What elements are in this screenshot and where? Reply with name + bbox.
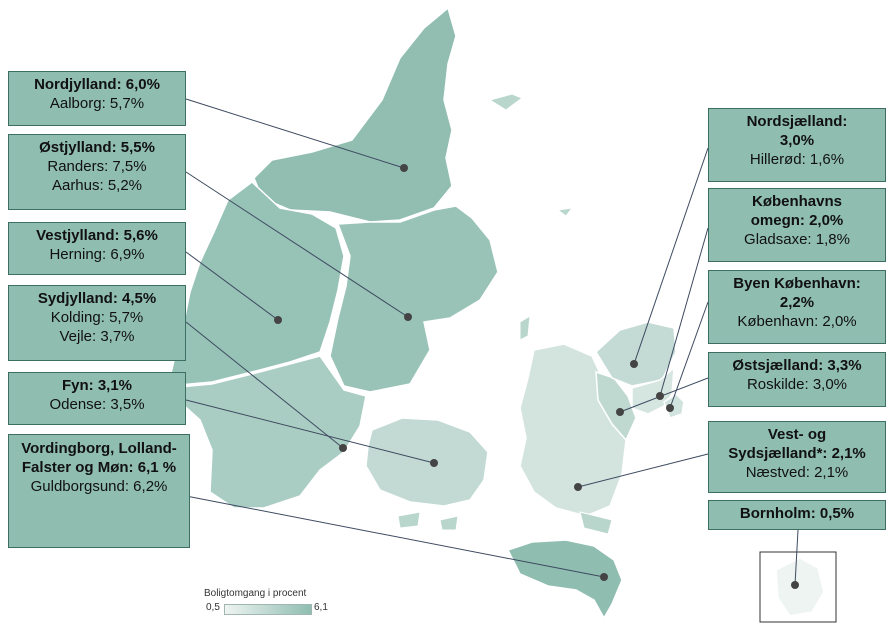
leader-ostjylland	[185, 171, 409, 318]
region-name: Fyn: 3,1%	[61, 377, 133, 394]
region-bornholm[interactable]	[775, 557, 825, 617]
region-name: Østsjælland: 3,3%	[732, 357, 862, 374]
label-nordsjaelland[interactable]: Nordsjælland: 3,0% Hillerød: 1,6%	[708, 108, 886, 182]
region-fyn[interactable]	[365, 417, 489, 507]
island-anholt	[556, 207, 574, 217]
region-byen-kbh[interactable]	[663, 393, 685, 419]
region-name: Bornholm: 0,5%	[739, 505, 855, 522]
label-bornholm[interactable]: Bornholm: 0,5%	[708, 500, 886, 530]
dot-naestved[interactable]	[574, 483, 582, 491]
region-name: Nordsjælland: 3,0%	[746, 113, 848, 149]
label-sydjylland[interactable]: Sydjylland: 4,5% Kolding: 5,7% Vejle: 3,…	[8, 285, 186, 361]
region-name: Vordingborg, Lolland-Falster og Møn: 6,1…	[21, 440, 177, 476]
leader-ostsjaelland	[619, 377, 709, 413]
dot-kolding[interactable]	[339, 444, 347, 452]
dot-herning[interactable]	[274, 316, 282, 324]
leader-vest-sydsjaelland	[577, 453, 709, 488]
island-moen-small	[579, 511, 613, 535]
region-name: Københavns omegn: 2,0%	[750, 193, 844, 229]
region-vestjylland[interactable]	[167, 181, 345, 387]
label-kbh-omegn[interactable]: Københavns omegn: 2,0% Gladsaxe: 1,8%	[708, 188, 886, 262]
region-sydjylland[interactable]	[166, 355, 367, 509]
region-nordsjaelland[interactable]	[595, 321, 677, 387]
label-vestjylland[interactable]: Vestjylland: 5,6% Herning: 6,9%	[8, 222, 186, 275]
region-name: Vest- og Sydsjælland*: 2,1%	[728, 426, 866, 462]
city-value: Kolding: 5,7% Vejle: 3,7%	[50, 309, 144, 345]
label-fyn[interactable]: Fyn: 3,1% Odense: 3,5%	[8, 372, 186, 425]
legend-title: Boligtomgang i procent	[204, 588, 307, 599]
region-ostjylland[interactable]	[329, 205, 499, 393]
city-value: Hillerød: 1,6%	[749, 151, 845, 168]
label-ostsjaelland[interactable]: Østsjælland: 3,3% Roskilde: 3,0%	[708, 352, 886, 407]
label-ostjylland[interactable]: Østjylland: 5,5% Randers: 7,5% Aarhus: 5…	[8, 134, 186, 210]
leader-byen-kbh	[669, 301, 709, 409]
region-name: Byen København: 2,2%	[733, 275, 861, 311]
leader-sydjylland	[185, 321, 344, 449]
region-ostsjaelland[interactable]	[595, 370, 637, 442]
city-value: Guldborgsund: 6,2%	[30, 478, 168, 495]
island-laeso	[488, 93, 524, 111]
dot-kobenhavn[interactable]	[666, 404, 674, 412]
leader-vestjylland	[185, 251, 279, 321]
dot-aalborg[interactable]	[400, 164, 408, 172]
label-byen-kbh[interactable]: Byen København: 2,2% København: 2,0%	[708, 270, 886, 344]
leader-bornholm	[794, 529, 799, 586]
region-name: Nordjylland: 6,0%	[34, 76, 160, 93]
city-value: Odense: 3,5%	[49, 396, 145, 413]
label-vest-sydsjaelland[interactable]: Vest- og Sydsjælland*: 2,1% Næstved: 2,1…	[708, 421, 886, 493]
city-value: Næstved: 2,1%	[745, 464, 849, 481]
leader-vordingborg	[185, 495, 605, 578]
city-value: Aalborg: 5,7%	[49, 95, 145, 112]
city-value: Herning: 6,9%	[49, 246, 145, 263]
dot-bornholm[interactable]	[791, 581, 799, 589]
leader-nordjylland	[185, 98, 405, 169]
region-name: Sydjylland: 4,5%	[37, 290, 157, 307]
region-name: Vestjylland: 5,6%	[36, 227, 158, 244]
dot-odense[interactable]	[430, 459, 438, 467]
city-value: Gladsaxe: 1,8%	[744, 231, 850, 248]
legend-max-label: 6,1	[314, 602, 328, 613]
dot-roskilde[interactable]	[616, 408, 624, 416]
dot-randers[interactable]	[404, 313, 412, 321]
region-name: Østjylland: 5,5%	[39, 139, 155, 156]
city-value: Roskilde: 3,0%	[746, 376, 848, 393]
legend-gradient-bar	[224, 604, 312, 615]
bornholm-inset-frame	[759, 551, 837, 623]
city-value: Randers: 7,5% Aarhus: 5,2%	[47, 158, 147, 194]
label-nordjylland[interactable]: Nordjylland: 6,0% Aalborg: 5,7%	[8, 71, 186, 126]
city-value: København: 2,0%	[737, 313, 857, 330]
leader-kbh-omegn	[659, 227, 709, 397]
dot-gladsaxe[interactable]	[656, 392, 664, 400]
leader-nordsjaelland	[633, 147, 709, 365]
dot-guldborgsund[interactable]	[600, 573, 608, 581]
region-vordingborg[interactable]	[506, 539, 623, 620]
leader-fyn	[185, 399, 435, 464]
island-taasinge	[439, 515, 459, 531]
label-vordingborg[interactable]: Vordingborg, Lolland-Falster og Møn: 6,1…	[8, 434, 190, 548]
region-nordjylland[interactable]	[253, 6, 457, 223]
dot-hillerod[interactable]	[630, 360, 638, 368]
island-lolland-small	[397, 511, 421, 529]
island-samso	[519, 315, 531, 341]
legend-min-label: 0,5	[206, 602, 220, 613]
